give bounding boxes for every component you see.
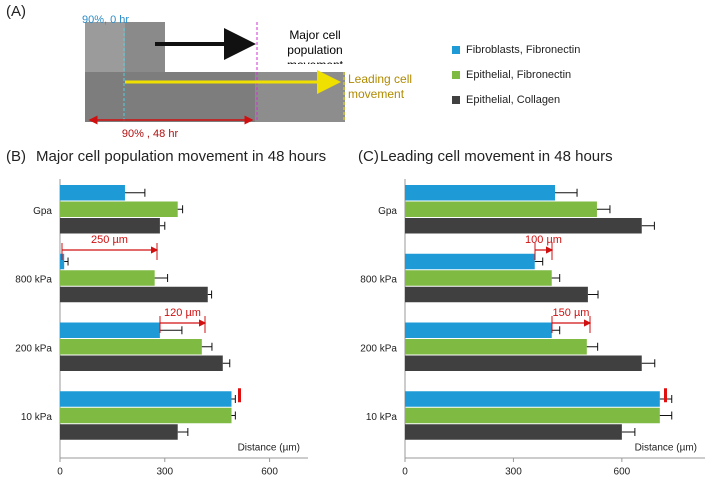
annotation: 120 µm bbox=[164, 307, 201, 319]
start-label: 90%, 0 hr bbox=[82, 14, 129, 26]
bar bbox=[60, 253, 65, 270]
error-bar bbox=[207, 290, 213, 299]
y-tick-label: Gpa bbox=[378, 206, 397, 217]
error-bar bbox=[64, 257, 69, 266]
bar bbox=[405, 185, 555, 201]
legend-swatch bbox=[452, 96, 460, 104]
x-axis-label: Distance (µm) bbox=[238, 443, 300, 454]
bar bbox=[60, 218, 160, 234]
legend-label: Epithelial, Collagen bbox=[466, 94, 560, 106]
error-bar bbox=[596, 205, 611, 214]
legend-label: Fibroblasts, Fibronectin bbox=[466, 44, 580, 56]
y-tick-label: 800 kPa bbox=[15, 275, 52, 286]
error-bar bbox=[222, 359, 231, 368]
legend-swatch bbox=[452, 71, 460, 79]
y-tick-label: 200 kPa bbox=[15, 343, 52, 354]
bar bbox=[60, 339, 202, 355]
bar bbox=[405, 253, 535, 270]
bar bbox=[405, 391, 660, 407]
error-bar bbox=[586, 342, 599, 351]
chart-title: Major cell population movement in 48 hou… bbox=[36, 148, 326, 165]
leading-label: Leading cell movement bbox=[348, 72, 413, 101]
error-bar bbox=[231, 411, 236, 420]
error-bar bbox=[641, 359, 656, 368]
panel-label: (A) bbox=[6, 3, 26, 20]
x-axis-label: Distance (µm) bbox=[635, 443, 697, 454]
bar bbox=[60, 355, 223, 371]
bar bbox=[405, 270, 552, 286]
annotation: 150 µm bbox=[553, 307, 590, 319]
micrograph bbox=[85, 22, 345, 125]
bar bbox=[60, 391, 232, 407]
error-bar bbox=[551, 326, 561, 335]
x-tick-label: 0 bbox=[402, 467, 408, 478]
major-label-box: Major cell population movement bbox=[287, 28, 343, 64]
bar bbox=[405, 322, 552, 338]
annotation: 100 µm bbox=[525, 234, 562, 246]
error-bar bbox=[159, 326, 183, 335]
chart-title: Leading cell movement in 48 hours bbox=[380, 148, 613, 165]
y-tick-label: 10 kPa bbox=[21, 412, 53, 423]
bar bbox=[60, 185, 125, 201]
x-tick-label: 300 bbox=[156, 467, 173, 478]
x-tick-label: 600 bbox=[261, 467, 278, 478]
y-tick-label: 200 kPa bbox=[360, 343, 397, 354]
major-label: Major cell population movement bbox=[287, 28, 343, 64]
error-bar bbox=[231, 395, 236, 403]
error-bar bbox=[124, 188, 146, 197]
bar bbox=[60, 322, 160, 338]
error-bar bbox=[177, 428, 189, 436]
error-bar bbox=[641, 221, 655, 230]
error-bar bbox=[659, 411, 673, 420]
error-bar bbox=[201, 342, 213, 351]
legend-swatch bbox=[452, 46, 460, 54]
legend-label: Epithelial, Fibronectin bbox=[466, 69, 571, 81]
error-bar bbox=[587, 290, 599, 299]
bar bbox=[60, 286, 208, 303]
x-tick-label: 600 bbox=[614, 467, 631, 478]
y-tick-label: 10 kPa bbox=[366, 412, 398, 423]
bar bbox=[60, 270, 155, 286]
bar bbox=[60, 407, 232, 424]
bar bbox=[60, 201, 178, 217]
bar bbox=[405, 286, 588, 303]
error-bar bbox=[177, 205, 184, 214]
error-bar bbox=[551, 274, 561, 282]
panel-label: (C) bbox=[358, 148, 379, 165]
x-tick-label: 0 bbox=[57, 467, 63, 478]
annotation: 250 µm bbox=[91, 234, 128, 246]
bar bbox=[405, 355, 642, 371]
leading-label-box: Leading cell movement bbox=[348, 72, 413, 101]
bar bbox=[60, 424, 178, 440]
error-bar bbox=[555, 188, 578, 197]
bar bbox=[405, 201, 597, 217]
y-tick-label: Gpa bbox=[33, 206, 52, 217]
y-tick-label: 800 kPa bbox=[360, 275, 397, 286]
bar bbox=[405, 407, 660, 424]
error-bar bbox=[621, 428, 636, 436]
x-tick-label: 300 bbox=[505, 467, 522, 478]
error-bar bbox=[159, 221, 166, 230]
bar bbox=[405, 218, 642, 234]
end-label: 90% , 48 hr bbox=[122, 128, 179, 140]
red-mark bbox=[238, 388, 241, 403]
red-mark bbox=[664, 388, 667, 403]
bar bbox=[405, 339, 587, 355]
bar bbox=[405, 424, 622, 440]
panel-label: (B) bbox=[6, 148, 26, 165]
error-bar bbox=[534, 257, 544, 266]
error-bar bbox=[154, 274, 169, 282]
